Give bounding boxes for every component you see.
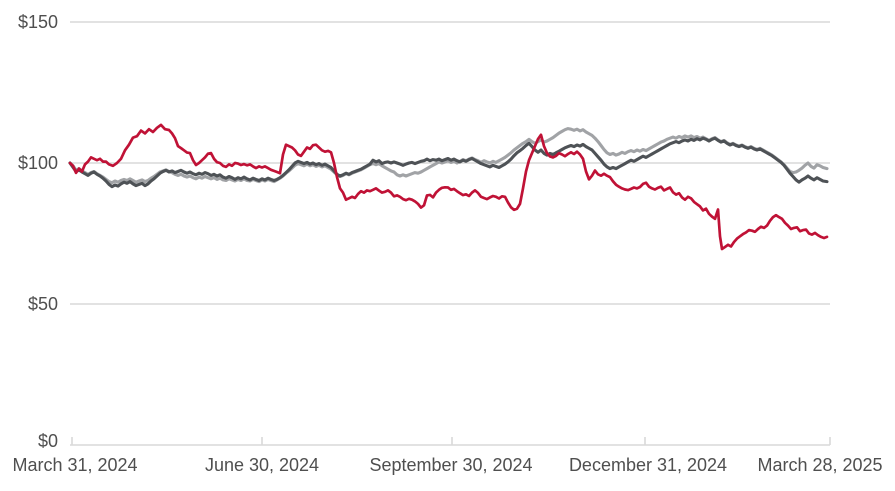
x-axis-tick-label-mar-2024: March 31, 2024 [12,455,138,475]
series-light-gray-line [68,127,829,185]
y-axis-tick-label-150: $150 [17,12,58,32]
x-axis-tick-label-jun-2024: June 30, 2024 [204,455,320,475]
y-axis-tick-label-50: $50 [27,294,58,314]
y-axis-tick-label-0: $0 [37,431,58,451]
y-axis-tick-label-100: $100 [17,153,58,173]
x-axis-tick-label-dec-2024: December 31, 2024 [568,455,728,475]
series-dark-gray-line [68,136,829,189]
x-axis-tick-label-sep-2024: September 30, 2024 [369,455,533,475]
series-red-line [68,123,829,251]
x-axis-tick-label-mar-2025: March 28, 2025 [757,455,883,475]
